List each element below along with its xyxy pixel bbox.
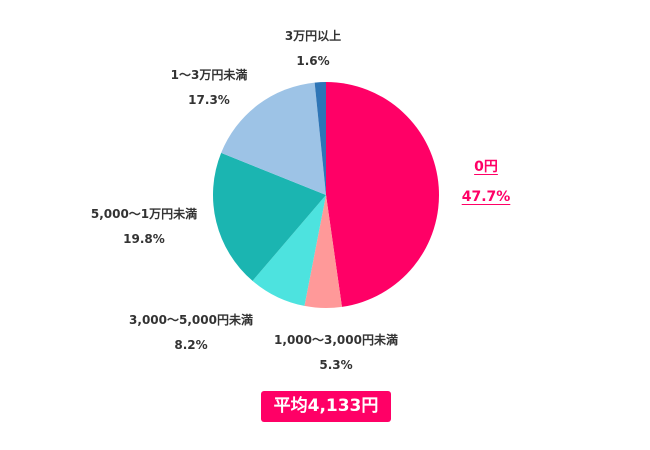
slice-1000-3000 [304, 195, 342, 308]
label-5000-10000: 5,000〜1万円未満 19.8% [91, 202, 197, 252]
label-30000-plus: 3万円以上 1.6% [285, 24, 341, 74]
label-1000-3000-pct: 5.3% [319, 358, 353, 372]
label-0yen-pct: 47.7% [461, 189, 511, 205]
label-3000-5000-pct: 8.2% [174, 338, 208, 352]
label-10000-30000-pct: 17.3% [188, 93, 230, 107]
label-3000-5000: 3,000〜5,000円未満 8.2% [129, 308, 253, 358]
label-10000-30000: 1〜3万円未満 17.3% [171, 63, 248, 113]
slice-10000-30000 [221, 82, 326, 195]
label-0yen: 0円 47.7% [462, 152, 511, 212]
average-badge: 平均4,133円 [261, 391, 391, 422]
label-30000-plus-name: 3万円以上 [284, 29, 342, 43]
slice-3000-5000 [252, 195, 326, 306]
label-1000-3000-name: 1,000〜3,000円未満 [274, 333, 398, 347]
label-5000-10000-name: 5,000〜1万円未満 [90, 207, 198, 221]
label-1000-3000: 1,000〜3,000円未満 5.3% [274, 328, 398, 378]
label-10000-30000-name: 1〜3万円未満 [170, 68, 248, 82]
slice-0yen [326, 82, 440, 307]
label-5000-10000-pct: 19.8% [123, 232, 165, 246]
label-30000-plus-pct: 1.6% [296, 54, 330, 68]
label-3000-5000-name: 3,000〜5,000円未満 [129, 313, 253, 327]
slice-30000-plus [314, 82, 326, 195]
label-0yen-name: 0円 [474, 159, 498, 175]
slice-5000-10000 [213, 152, 326, 281]
